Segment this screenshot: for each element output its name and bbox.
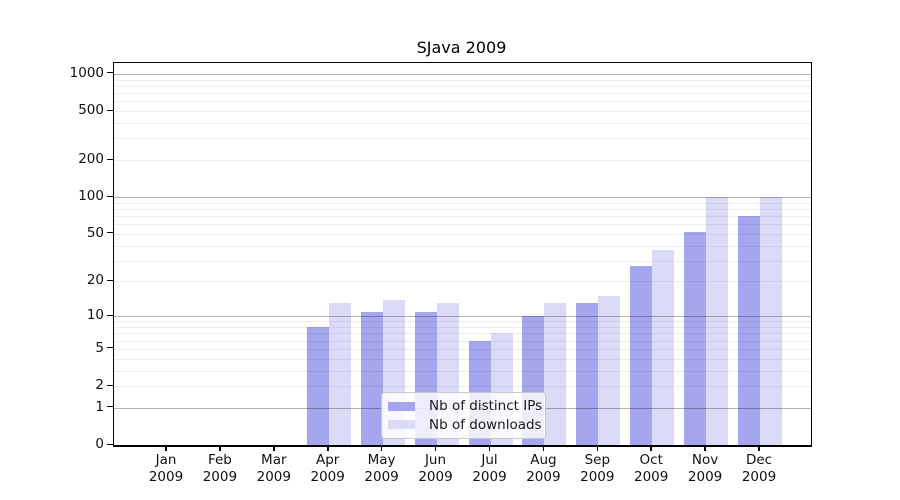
x-tick-label-jun: Jun 2009 [418,452,453,485]
plot-layers [114,63,811,445]
minor-gridline-5 [114,348,811,350]
x-tick-oct [650,446,652,451]
y-tick-label-2: 2 [95,377,104,393]
minor-gridline-9 [114,321,811,323]
bar-downloads-oct [652,249,675,445]
major-gridline-100 [114,197,811,199]
minor-gridline-60 [114,224,811,226]
minor-gridline-500 [114,111,811,112]
legend-swatch-downloads [388,420,415,430]
x-tick-jun [434,446,437,451]
minor-gridline-700 [114,93,811,94]
y-tick-label-1: 1 [95,398,104,415]
y-tick-label-1000: 1000 [69,64,104,81]
chart-title: SJava 2009 [416,38,507,57]
minor-gridline-70 [114,216,811,217]
bar-distinct-ips-dec [738,216,760,445]
bar-downloads-dec [760,197,782,445]
y-tick-200 [107,158,113,160]
bar-distinct-ips-nov [684,231,707,445]
x-tick-label-may: May 2009 [364,452,399,485]
minor-gridline-8 [114,327,811,328]
x-tick-label-oct: Oct 2009 [634,452,669,485]
y-tick-label-50: 50 [86,224,104,241]
y-tick-label-0: 0 [95,436,104,452]
y-tick-0 [107,443,113,445]
minor-gridline-90 [114,202,811,204]
y-tick-500 [107,109,113,111]
bar-downloads-nov [706,197,729,445]
x-tick-mar [273,446,275,451]
legend-swatch-distinct-ips [388,401,415,411]
y-tick-20 [107,279,113,282]
bar-distinct-ips-may [360,311,383,445]
minor-gridline-3 [114,370,811,372]
bar-downloads-apr [328,303,351,445]
y-tick-1 [107,406,113,408]
y-tick-5 [107,347,113,349]
x-tick-label-aug: Aug 2009 [526,452,561,485]
legend-label-distinct-ips: Nb of distinct IPs [429,398,543,415]
minor-gridline-50 [114,233,811,235]
minor-gridline-40 [114,245,811,247]
y-tick-label-20: 20 [86,272,104,289]
y-tick-1000 [107,72,113,74]
y-tick-100 [107,195,113,197]
bar-distinct-ips-apr [306,327,329,445]
x-tick-label-dec: Dec 2009 [741,452,777,485]
y-tick-2 [107,384,113,386]
x-tick-aug [542,446,545,451]
minor-gridline-4 [114,358,811,360]
minor-gridline-30 [114,260,811,262]
minor-gridline-6 [114,340,811,342]
bar-downloads-sep [598,296,621,445]
legend-item-distinct-ips: Nb of distinct IPs [388,398,542,414]
x-tick-label-nov: Nov 2009 [687,452,723,485]
plot-area: Nb of distinct IPs Nb of downloads [113,62,812,447]
minor-gridline-7 [114,333,811,335]
legend-item-downloads: Nb of downloads [388,417,542,433]
x-tick-jan [165,446,167,451]
minor-gridline-20 [114,281,811,283]
minor-gridline-2 [114,386,811,387]
x-tick-jul [488,446,491,451]
y-tick-label-200: 200 [78,151,104,168]
major-gridline-1000 [114,73,811,75]
minor-gridline-900 [114,79,811,81]
x-tick-label-mar: Mar 2009 [256,452,291,485]
bar-distinct-ips-oct [630,266,653,445]
x-tick-sep [596,446,598,451]
y-tick-label-5: 5 [95,339,104,356]
x-tick-label-jan: Jan 2009 [148,452,184,485]
minor-gridline-200 [114,160,811,162]
y-tick-label-500: 500 [78,102,104,118]
legend: Nb of distinct IPs Nb of downloads [381,392,546,439]
x-tick-label-feb: Feb 2009 [202,452,238,485]
minor-gridline-400 [114,123,811,124]
x-tick-may [380,446,383,451]
major-gridline-10 [114,316,811,318]
bar-downloads-aug [544,303,567,445]
bar-distinct-ips-sep [576,303,599,445]
y-tick-label-10: 10 [86,307,104,324]
x-tick-apr [327,446,329,451]
minor-gridline-600 [114,101,811,103]
x-tick-feb [219,446,221,451]
x-tick-label-sep: Sep 2009 [580,452,615,485]
minor-gridline-80 [114,208,811,210]
x-tick-dec [758,446,760,451]
y-tick-50 [107,232,113,234]
x-tick-nov [704,446,706,451]
y-tick-label-100: 100 [78,188,104,205]
y-tick-10 [107,314,113,316]
minor-gridline-800 [114,85,811,87]
x-tick-label-jul: Jul 2009 [472,452,507,485]
x-tick-label-apr: Apr 2009 [310,452,345,485]
legend-label-downloads: Nb of downloads [429,416,542,433]
minor-gridline-300 [114,138,811,140]
